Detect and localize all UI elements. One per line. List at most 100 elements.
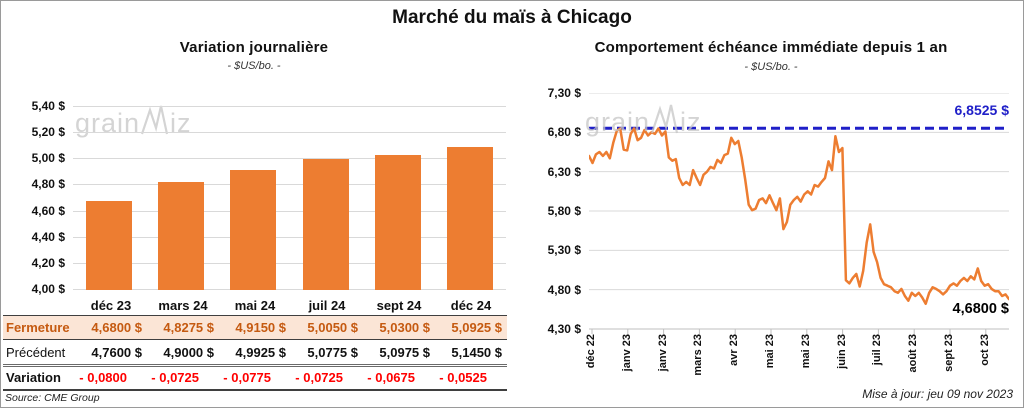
x-tick-label-text: mai 23 bbox=[800, 334, 812, 369]
grainwiz-watermark: grain iz bbox=[585, 104, 702, 138]
row-label: Précédent bbox=[6, 344, 66, 360]
y-tick-label: 7,30 $ bbox=[547, 86, 581, 100]
x-tick-label: janv 23 bbox=[656, 334, 672, 390]
bar-chart-plot-area bbox=[73, 106, 506, 290]
x-tick-label-text: déc 22 bbox=[585, 334, 597, 369]
reference-high-label: 6,8525 $ bbox=[954, 102, 1010, 118]
table-cell: 5,0050 $ bbox=[307, 320, 358, 335]
y-tick-label: 4,20 $ bbox=[31, 256, 65, 270]
table-corner-cell bbox=[3, 295, 75, 316]
x-tick-label-text: avr 23 bbox=[728, 334, 740, 366]
x-tick-label: juin 23 bbox=[835, 334, 851, 390]
table-cell: 4,9150 $ bbox=[235, 320, 286, 335]
table-row-prev: Précédent 4,7600 $ 4,9000 $ 4,9925 $ 5,0775 … bbox=[3, 340, 507, 366]
x-tick-label-text: janv 23 bbox=[621, 334, 633, 372]
table-cell: 5,0925 $ bbox=[451, 320, 502, 335]
source-note: Source: CME Group bbox=[5, 392, 100, 404]
table-cell: 4,6800 $ bbox=[91, 320, 142, 335]
zigzag-w-icon bbox=[141, 105, 169, 135]
bar-déc 23 bbox=[86, 201, 132, 290]
table-cell: 5,1450 $ bbox=[451, 344, 502, 360]
x-tick-label-text: oct 23 bbox=[979, 334, 991, 366]
table-cell: - 0,0725 bbox=[295, 370, 343, 386]
zigzag-w-icon bbox=[651, 104, 679, 134]
row-label: Fermeture bbox=[6, 320, 70, 335]
y-gridline bbox=[73, 132, 506, 133]
watermark-text-iz: iz bbox=[170, 108, 192, 138]
table-row-close: Fermeture 4,6800 $ 4,8275 $ 4,9150 $ 5,0050 … bbox=[3, 315, 507, 340]
bar-chart-subtitle: - $US/bo. - bbox=[227, 60, 281, 72]
table-cell: 4,7600 $ bbox=[91, 344, 142, 360]
column-header: déc 24 bbox=[450, 297, 492, 313]
y-gridline bbox=[73, 289, 506, 290]
x-tick-label: mai 23 bbox=[763, 334, 779, 390]
line-chart-x-axis-labels: déc 22 janv 23 janv 23 mars 23 avr 23 mai 23 m… bbox=[585, 334, 1009, 392]
column-header: mai 24 bbox=[234, 297, 276, 313]
x-tick-label-text: juil 23 bbox=[871, 334, 883, 366]
y-tick-label: 4,80 $ bbox=[547, 283, 581, 297]
table-cell: 4,9000 $ bbox=[163, 344, 214, 360]
x-tick-label-text: mai 23 bbox=[764, 334, 776, 369]
y-tick-label: 5,20 $ bbox=[31, 125, 65, 139]
futures-quote-table: déc 23 mars 24 mai 24 juil 24 sept 24 déc 24 … bbox=[3, 295, 507, 391]
bar-chart-y-axis-labels: 5,40 $ 5,20 $ 5,00 $ 4,80 $ 4,60 $ 4,40 $ 4,20… bbox=[1, 98, 65, 298]
x-tick-label-text: août 23 bbox=[907, 334, 919, 373]
y-tick-label: 4,40 $ bbox=[31, 230, 65, 244]
table-cell: - 0,0725 bbox=[151, 370, 199, 386]
bar-juil 24 bbox=[303, 159, 349, 290]
x-tick-label: juil 23 bbox=[870, 334, 886, 390]
x-tick-label: mai 23 bbox=[799, 334, 815, 390]
price-line-series bbox=[587, 127, 1011, 306]
x-tick-label: janv 23 bbox=[620, 334, 636, 390]
y-tick-label: 5,00 $ bbox=[31, 151, 65, 165]
x-tick-label: sept 23 bbox=[942, 334, 958, 390]
table-cell: 5,0775 $ bbox=[307, 344, 358, 360]
x-tick-label: mars 23 bbox=[691, 334, 707, 390]
y-tick-label: 5,40 $ bbox=[31, 99, 65, 113]
column-header: mars 24 bbox=[158, 297, 208, 313]
column-header: juil 24 bbox=[308, 297, 346, 313]
table-cell: - 0,0775 bbox=[223, 370, 271, 386]
bar-mars 24 bbox=[158, 182, 204, 290]
table-cell: - 0,0525 bbox=[439, 370, 487, 386]
y-tick-label: 6,80 $ bbox=[547, 125, 581, 139]
x-tick-label-text: juin 23 bbox=[836, 334, 848, 369]
y-tick-label: 5,80 $ bbox=[547, 204, 581, 218]
y-gridline bbox=[73, 158, 506, 159]
line-chart-y-axis-labels: 7,30 $ 6,80 $ 6,30 $ 5,80 $ 5,30 $ 4,80 $ 4,30… bbox=[519, 85, 581, 345]
column-header: sept 24 bbox=[376, 297, 422, 313]
x-tick-label: août 23 bbox=[906, 334, 922, 390]
watermark-text-grain: grain bbox=[585, 107, 651, 137]
line-chart-subtitle: - $US/bo. - bbox=[744, 61, 798, 73]
y-tick-label: 4,30 $ bbox=[547, 322, 581, 336]
y-gridline bbox=[73, 106, 506, 107]
y-gridline bbox=[73, 184, 506, 185]
y-gridline bbox=[73, 237, 506, 238]
bar-déc 24 bbox=[447, 147, 493, 290]
watermark-text-iz: iz bbox=[680, 107, 702, 137]
line-chart-svg bbox=[587, 92, 1011, 334]
x-tick-label: déc 22 bbox=[584, 334, 600, 390]
line-chart-title: Comportement échéance immédiate depuis 1… bbox=[594, 39, 948, 56]
x-tick-label-text: mars 23 bbox=[692, 334, 704, 376]
updated-note: Mise à jour: jeu 09 nov 2023 bbox=[862, 387, 1013, 401]
table-cell: - 0,0800 bbox=[79, 370, 127, 386]
table-cell: - 0,0675 bbox=[367, 370, 415, 386]
y-tick-label: 4,00 $ bbox=[31, 282, 65, 296]
table-row-var: Variation - 0,0800 - 0,0725 - 0,0775 - 0,072… bbox=[3, 366, 507, 390]
y-tick-label: 5,30 $ bbox=[547, 243, 581, 257]
x-tick-label-text: janv 23 bbox=[657, 334, 669, 372]
table-cell: 4,9925 $ bbox=[235, 344, 286, 360]
y-tick-label: 4,80 $ bbox=[31, 177, 65, 191]
bar-chart-title: Variation journalière bbox=[179, 39, 329, 56]
line-chart-plot-area bbox=[587, 92, 1011, 335]
table-header: déc 23 mars 24 mai 24 juil 24 sept 24 déc 24 bbox=[3, 295, 507, 316]
y-tick-label: 4,60 $ bbox=[31, 204, 65, 218]
y-gridline bbox=[73, 211, 506, 212]
last-price-label: 4,6800 $ bbox=[952, 301, 1009, 317]
row-label: Variation bbox=[6, 370, 61, 386]
y-tick-label: 6,30 $ bbox=[547, 165, 581, 179]
x-tick-label: oct 23 bbox=[978, 334, 994, 390]
page-title: Marché du maïs à Chicago bbox=[392, 7, 632, 28]
